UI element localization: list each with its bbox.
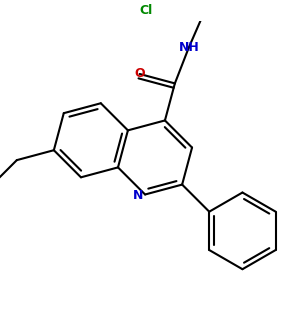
- Text: NH: NH: [178, 41, 199, 54]
- Text: N: N: [133, 189, 143, 202]
- Text: Cl: Cl: [139, 4, 153, 17]
- Text: O: O: [134, 67, 145, 81]
